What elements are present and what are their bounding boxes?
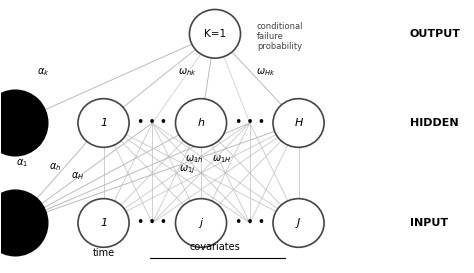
Text: $\alpha_H$: $\alpha_H$ (72, 170, 85, 182)
Text: • • •: • • • (235, 216, 265, 230)
Text: J: J (297, 218, 300, 228)
Text: • • •: • • • (235, 117, 265, 129)
Text: 1: 1 (100, 218, 107, 228)
Text: h: h (198, 118, 205, 128)
Ellipse shape (190, 10, 240, 58)
Text: $\omega_{1j}$: $\omega_{1j}$ (179, 164, 195, 176)
Ellipse shape (273, 199, 324, 247)
Text: • • •: • • • (137, 216, 167, 230)
Ellipse shape (78, 99, 129, 147)
Ellipse shape (273, 99, 324, 147)
Text: j: j (200, 218, 202, 228)
Text: K=1: K=1 (204, 29, 226, 39)
Ellipse shape (0, 190, 48, 256)
Text: • • •: • • • (137, 117, 167, 129)
Text: H: H (294, 118, 303, 128)
Text: 1: 1 (100, 118, 107, 128)
Text: $\alpha_1$: $\alpha_1$ (16, 158, 28, 170)
Text: covariates: covariates (190, 242, 240, 252)
Text: INPUT: INPUT (410, 218, 448, 228)
Text: HIDDEN: HIDDEN (410, 118, 459, 128)
Ellipse shape (0, 90, 48, 156)
Ellipse shape (175, 199, 227, 247)
Text: $\omega_{1H}$: $\omega_{1H}$ (212, 154, 232, 165)
Ellipse shape (78, 199, 129, 247)
Text: OUTPUT: OUTPUT (410, 29, 461, 39)
Text: $\alpha_h$: $\alpha_h$ (49, 162, 61, 173)
Text: $\omega_{Hk}$: $\omega_{Hk}$ (256, 66, 276, 78)
Text: conditional
failure
probability: conditional failure probability (257, 22, 303, 51)
Text: time: time (92, 248, 115, 258)
Text: $\alpha_k$: $\alpha_k$ (37, 66, 49, 78)
Text: $\omega_{1h}$: $\omega_{1h}$ (185, 154, 203, 165)
Text: $\omega_{hk}$: $\omega_{hk}$ (178, 66, 196, 78)
Ellipse shape (175, 99, 227, 147)
